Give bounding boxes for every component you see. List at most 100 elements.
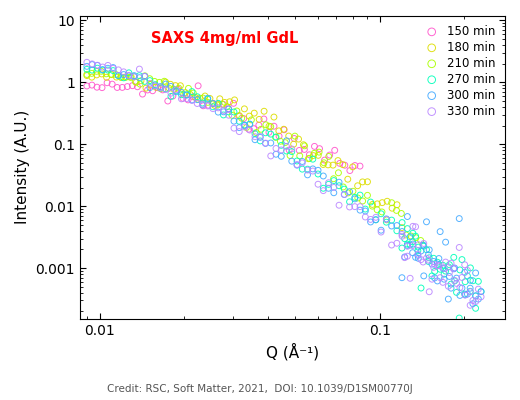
Point (422, 219, 431, 225)
210 min (136, 81, 144, 87)
210 min (93, 68, 101, 74)
330 min (450, 277, 459, 284)
Point (474, 278, 483, 284)
300 min (219, 109, 228, 115)
150 min (209, 100, 217, 106)
Point (474, 286, 483, 292)
Point (436, 274, 444, 281)
180 min (211, 102, 219, 109)
Text: Credit: RSC, Soft Matter, 2021,  DOI: 10.1039/D1SM00770J: Credit: RSC, Soft Matter, 2021, DOI: 10.… (107, 384, 413, 394)
300 min (235, 124, 243, 131)
150 min (189, 94, 197, 100)
180 min (220, 99, 229, 106)
180 min (88, 74, 96, 80)
180 min (176, 82, 185, 89)
210 min (315, 149, 323, 155)
330 min (461, 292, 470, 298)
330 min (277, 147, 285, 153)
180 min (354, 182, 362, 189)
270 min (83, 66, 91, 72)
150 min (144, 87, 152, 93)
300 min (93, 62, 101, 69)
210 min (247, 117, 255, 123)
180 min (166, 81, 175, 88)
180 min (112, 74, 121, 80)
210 min (358, 198, 367, 204)
210 min (141, 73, 149, 79)
270 min (330, 177, 338, 184)
180 min (324, 162, 332, 168)
150 min (250, 126, 258, 132)
X-axis label: Q (Å⁻¹): Q (Å⁻¹) (266, 344, 319, 361)
210 min (107, 71, 115, 78)
270 min (146, 77, 154, 84)
210 min (310, 150, 318, 156)
270 min (466, 265, 475, 271)
210 min (383, 217, 391, 223)
300 min (209, 100, 217, 107)
150 min (153, 84, 162, 91)
330 min (203, 103, 212, 109)
270 min (251, 130, 259, 137)
180 min (358, 179, 367, 185)
Point (452, 275, 461, 281)
150 min (133, 84, 141, 90)
300 min (314, 167, 322, 174)
300 min (435, 255, 443, 262)
180 min (280, 126, 288, 132)
330 min (345, 204, 354, 210)
270 min (245, 121, 254, 127)
300 min (256, 134, 264, 140)
330 min (157, 85, 165, 91)
150 min (300, 146, 308, 153)
330 min (445, 269, 453, 276)
330 min (466, 288, 475, 295)
330 min (424, 257, 433, 263)
270 min (319, 185, 328, 192)
Point (463, 291, 472, 297)
210 min (354, 195, 362, 201)
Text: SAXS 4mg/ml GdL: SAXS 4mg/ml GdL (151, 31, 298, 46)
270 min (120, 75, 128, 81)
Point (431, 275, 439, 281)
300 min (419, 242, 427, 248)
Point (466, 302, 474, 308)
210 min (330, 176, 338, 182)
210 min (184, 85, 192, 92)
210 min (189, 90, 198, 96)
300 min (140, 73, 149, 80)
Point (409, 230, 417, 236)
150 min (224, 106, 232, 112)
Point (472, 305, 480, 312)
180 min (378, 200, 386, 206)
150 min (128, 82, 137, 89)
150 min (159, 87, 167, 93)
330 min (256, 133, 264, 140)
330 min (398, 233, 406, 240)
180 min (300, 142, 308, 148)
180 min (255, 116, 263, 122)
270 min (188, 88, 196, 95)
150 min (280, 126, 288, 133)
210 min (412, 234, 420, 241)
210 min (232, 108, 241, 114)
180 min (398, 224, 406, 231)
Point (469, 300, 477, 307)
330 min (98, 64, 107, 70)
180 min (127, 74, 135, 80)
300 min (203, 95, 212, 102)
270 min (240, 122, 249, 128)
Point (431, 261, 439, 268)
150 min (93, 84, 101, 90)
300 min (345, 188, 354, 195)
330 min (288, 146, 296, 152)
Point (450, 266, 458, 272)
270 min (372, 217, 380, 223)
330 min (140, 73, 149, 80)
270 min (424, 258, 433, 265)
330 min (309, 168, 317, 174)
Point (447, 281, 455, 287)
150 min (331, 147, 339, 154)
Point (444, 264, 452, 270)
Point (458, 285, 466, 291)
